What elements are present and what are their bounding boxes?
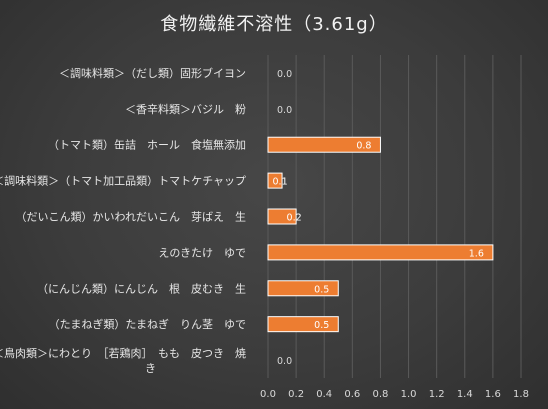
x-tick-label: 1.6 bbox=[485, 389, 501, 400]
x-tick-label: 1.4 bbox=[457, 389, 473, 400]
category-label: ＜調味料類＞（トマト加工品類）トマトケチャップ bbox=[0, 174, 246, 188]
category-label: （にんじん類）にんじん 根 皮むき 生 bbox=[37, 281, 246, 295]
data-label: 0.5 bbox=[314, 284, 329, 295]
data-bar bbox=[267, 172, 283, 189]
x-tick-label: 0.6 bbox=[344, 389, 360, 400]
x-tick-label: 0.4 bbox=[316, 389, 332, 400]
data-label: 0.0 bbox=[277, 356, 292, 367]
category-label: ＜香辛料類＞バジル 粉 bbox=[125, 102, 246, 116]
x-tick-label: 0.0 bbox=[260, 389, 276, 400]
category-label: ＜鳥肉類＞にわとり ［若鶏肉］ もも 皮つき 焼き bbox=[0, 346, 246, 375]
category-label: （だいこん類）かいわれだいこん 芽ばえ 生 bbox=[16, 210, 246, 224]
data-label: 0.2 bbox=[287, 213, 302, 224]
x-tick-label: 1.8 bbox=[513, 389, 529, 400]
data-label: 0.1 bbox=[273, 177, 288, 188]
data-label: 0.5 bbox=[314, 320, 329, 331]
x-tick-label: 1.2 bbox=[429, 389, 445, 400]
data-label: 1.6 bbox=[469, 248, 484, 259]
data-label: 0.8 bbox=[356, 141, 371, 152]
data-bar bbox=[267, 136, 381, 153]
data-label: 0.0 bbox=[277, 69, 292, 80]
category-label: えのきたけ ゆで bbox=[158, 246, 246, 259]
x-tick-label: 1.0 bbox=[401, 389, 417, 400]
x-tick-label: 0.8 bbox=[372, 389, 388, 400]
category-label: （トマト類）缶詰 ホール 食塩無添加 bbox=[48, 138, 246, 152]
category-label: ＜調味料類＞（だし類）固形ブイヨン bbox=[59, 66, 246, 80]
data-bar bbox=[267, 244, 494, 261]
x-tick-label: 0.2 bbox=[288, 389, 304, 400]
data-bar bbox=[267, 280, 339, 297]
chart-title: 食物繊維不溶性（3.61g） bbox=[160, 14, 388, 35]
data-bar bbox=[267, 316, 339, 333]
data-bar bbox=[267, 208, 297, 225]
category-label: （たまねぎ類）たまねぎ りん茎 ゆで bbox=[49, 317, 246, 331]
data-label: 0.0 bbox=[277, 105, 292, 116]
